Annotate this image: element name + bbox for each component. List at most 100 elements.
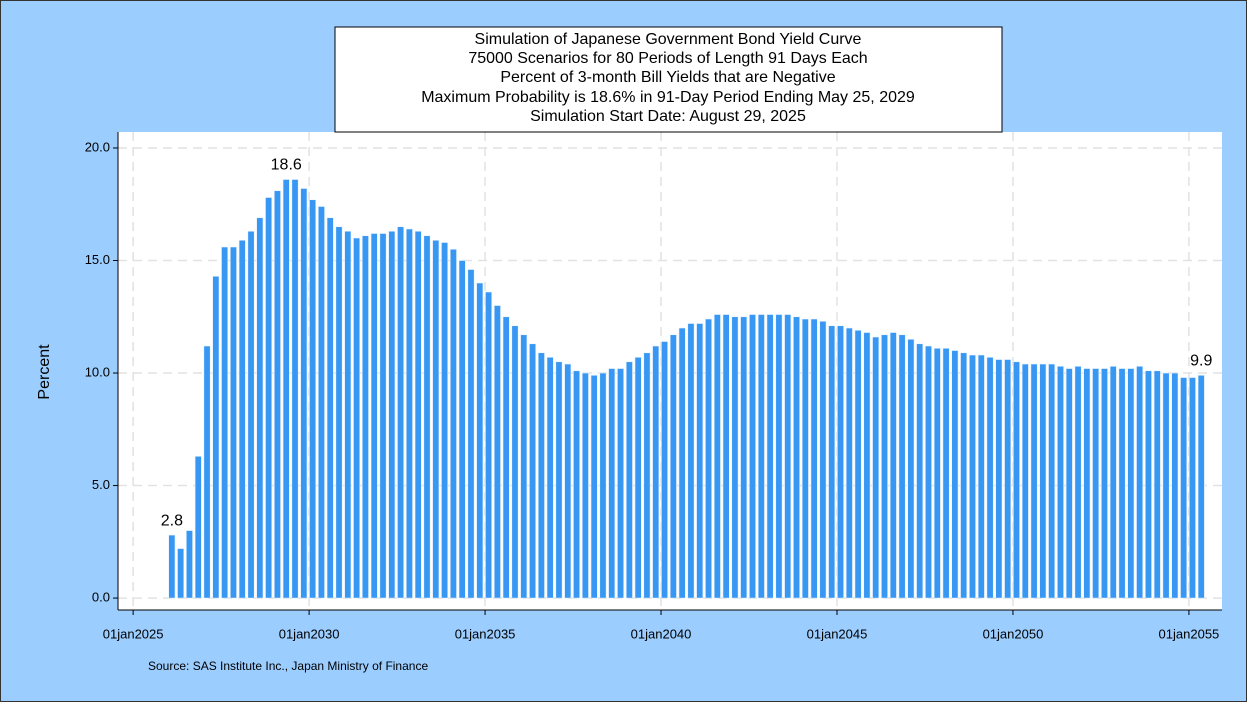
bar xyxy=(793,316,800,599)
bar xyxy=(687,323,695,599)
bar xyxy=(889,332,897,599)
bar xyxy=(221,246,229,599)
data-label: 2.8 xyxy=(161,512,183,529)
bar xyxy=(625,361,633,599)
bar xyxy=(951,350,959,599)
bar xyxy=(265,197,273,599)
bar xyxy=(581,372,589,599)
bar xyxy=(1100,368,1108,599)
bar xyxy=(511,325,519,599)
bar xyxy=(379,233,387,599)
y-axis-label: Percent xyxy=(36,344,53,400)
bar xyxy=(485,291,493,599)
x-tick-label: 01jan2045 xyxy=(807,626,868,641)
bar xyxy=(713,314,721,599)
x-tick-label: 01jan2050 xyxy=(983,626,1044,641)
bar xyxy=(1004,359,1012,599)
bar xyxy=(1162,372,1170,599)
bar xyxy=(977,354,985,599)
bar xyxy=(449,248,457,599)
bar xyxy=(1136,365,1144,599)
bar xyxy=(819,320,827,599)
bar xyxy=(185,530,193,599)
bar xyxy=(1083,368,1091,599)
bar xyxy=(467,269,475,599)
bar xyxy=(643,352,651,599)
bar xyxy=(969,354,976,599)
x-tick-label: 01jan2025 xyxy=(103,626,164,641)
bar xyxy=(740,316,748,599)
bar xyxy=(590,374,598,599)
bar xyxy=(256,217,264,599)
bar xyxy=(247,230,255,599)
y-tick-label: 10.0 xyxy=(85,364,110,379)
bar xyxy=(1021,363,1029,599)
bar xyxy=(414,230,422,599)
x-tick-label: 01jan2040 xyxy=(631,626,692,641)
bar xyxy=(678,327,686,599)
bar xyxy=(300,188,308,599)
bar xyxy=(661,341,669,599)
bar xyxy=(845,327,853,599)
bar xyxy=(282,179,290,599)
bar xyxy=(925,345,932,599)
bar xyxy=(784,314,792,599)
x-tick-label: 01jan2030 xyxy=(279,626,340,641)
bar xyxy=(353,237,361,599)
bar xyxy=(441,242,449,599)
bar xyxy=(405,228,413,599)
data-label: 9.9 xyxy=(1190,352,1212,369)
title-line: Simulation Start Date: August 29, 2025 xyxy=(530,108,806,125)
bar xyxy=(986,356,994,599)
bar xyxy=(529,343,537,599)
bar xyxy=(423,235,431,599)
bar xyxy=(705,318,713,599)
y-tick-label: 20.0 xyxy=(85,139,110,154)
bar xyxy=(801,318,809,599)
bar xyxy=(898,334,906,599)
bar xyxy=(361,235,369,599)
bar xyxy=(370,233,378,599)
bar xyxy=(194,455,202,599)
bar xyxy=(907,338,915,599)
bar xyxy=(432,239,440,599)
bar xyxy=(309,199,317,599)
bar xyxy=(335,226,343,599)
bar xyxy=(573,370,581,599)
bar xyxy=(995,359,1003,599)
bar xyxy=(546,356,554,599)
bar xyxy=(599,372,607,599)
bar xyxy=(520,334,528,599)
bar xyxy=(1180,377,1188,599)
bar xyxy=(1065,368,1073,599)
bar xyxy=(837,325,844,599)
bar xyxy=(731,316,739,599)
bar xyxy=(564,363,572,599)
bar xyxy=(476,282,484,599)
bars xyxy=(168,179,1205,599)
data-label: 18.6 xyxy=(271,157,302,174)
source-note: Source: SAS Institute Inc., Japan Minist… xyxy=(148,659,428,673)
bar xyxy=(757,314,765,599)
bar xyxy=(881,334,888,599)
bar xyxy=(933,347,941,599)
bar xyxy=(1030,363,1038,599)
y-tick-label: 15.0 xyxy=(85,252,110,267)
bar xyxy=(388,230,396,599)
title-line: 75000 Scenarios for 80 Periods of Length… xyxy=(468,50,867,67)
bar xyxy=(863,332,871,599)
bar xyxy=(1188,377,1196,599)
bar xyxy=(1013,361,1020,599)
bar xyxy=(916,343,924,599)
bar xyxy=(617,368,625,599)
x-tick-label: 01jan2055 xyxy=(1159,626,1220,641)
bar xyxy=(775,314,783,599)
y-tick-label: 0.0 xyxy=(92,590,110,605)
bar xyxy=(458,260,466,599)
title-line: Percent of 3-month Bill Yields that are … xyxy=(500,69,835,86)
title-line: Simulation of Japanese Government Bond Y… xyxy=(475,31,862,48)
bar xyxy=(749,314,756,599)
bar xyxy=(766,314,774,599)
bar xyxy=(229,246,237,599)
